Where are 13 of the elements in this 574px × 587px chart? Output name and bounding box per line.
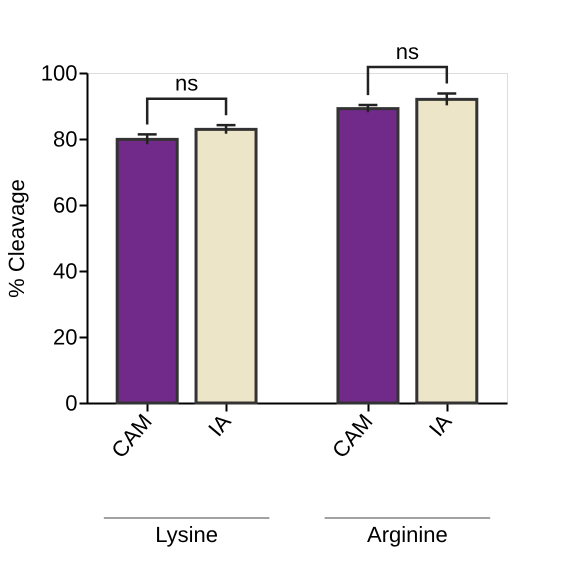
y-tick-label: 60 bbox=[53, 192, 78, 218]
text: Arginine bbox=[367, 522, 448, 547]
y-axis-title: % Cleavage bbox=[4, 179, 29, 298]
x-tick-label: IA bbox=[424, 408, 457, 442]
y-tick-label: 20 bbox=[53, 324, 78, 350]
x-tick-label: IA bbox=[203, 408, 236, 442]
y-tick-label: 0 bbox=[65, 390, 78, 416]
y-tick-label: 80 bbox=[53, 126, 78, 152]
y-tick-label: 100 bbox=[40, 60, 78, 86]
annotation: ns bbox=[174, 70, 198, 96]
text: ns bbox=[396, 38, 420, 64]
text: Lysine bbox=[155, 522, 218, 547]
y-tick-label: 40 bbox=[53, 258, 78, 284]
